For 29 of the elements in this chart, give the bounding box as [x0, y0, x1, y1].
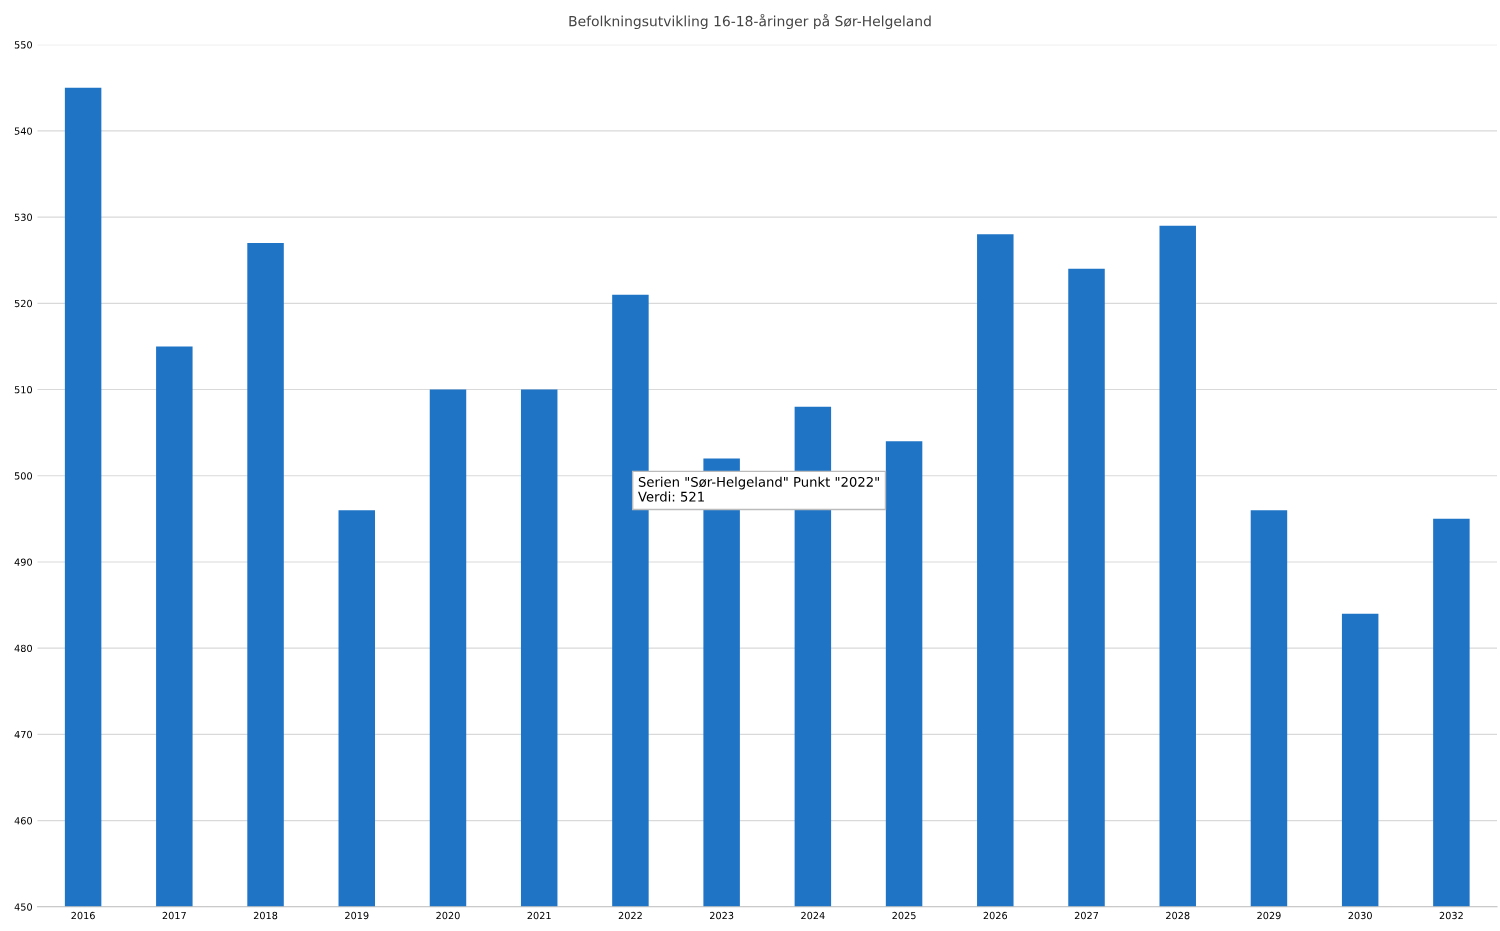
y-tick-label: 490 — [14, 558, 32, 566]
x-tick-label: 2017 — [162, 911, 186, 920]
x-tick-label: 2028 — [1166, 911, 1190, 920]
x-tick-label: 2032 — [1439, 911, 1463, 920]
y-tick-label: 530 — [14, 213, 32, 221]
y-tick-label: 500 — [14, 472, 32, 480]
x-tick-label: 2027 — [1074, 911, 1099, 920]
annotation: Serien "Sør-Helgeland" Punkt "2022" Verdi: 521 — [638, 476, 879, 502]
y-tick-label: 540 — [14, 127, 32, 135]
y-tick-label: 510 — [14, 386, 32, 394]
x-tick-label: 2022 — [618, 911, 642, 920]
y-tick-label: 450 — [14, 903, 32, 911]
chart-title: Befolkningsutvikling 16-18-åringer på Sør-Helgeland — [569, 13, 931, 30]
x-tick-label: 2019 — [345, 911, 369, 920]
y-tick-label: 470 — [14, 730, 32, 739]
y-tick-label: 460 — [14, 817, 32, 825]
y-tick-label: 550 — [14, 41, 32, 49]
x-tick-label: 2018 — [253, 911, 278, 920]
y-tick-label: 520 — [14, 299, 32, 308]
x-tick-label: 2023 — [709, 911, 734, 920]
y-tick-label: 480 — [14, 644, 32, 652]
x-tick-label: 2026 — [983, 911, 1008, 920]
x-tick-label: 2024 — [801, 911, 825, 920]
x-tick-label: 2029 — [1257, 911, 1281, 920]
x-tick-label: 2021 — [527, 911, 551, 920]
x-tick-label: 2025 — [892, 911, 916, 920]
x-tick-label: 2016 — [71, 911, 95, 920]
x-tick-label: 2030 — [1348, 911, 1372, 920]
x-tick-label: 2020 — [436, 911, 460, 920]
